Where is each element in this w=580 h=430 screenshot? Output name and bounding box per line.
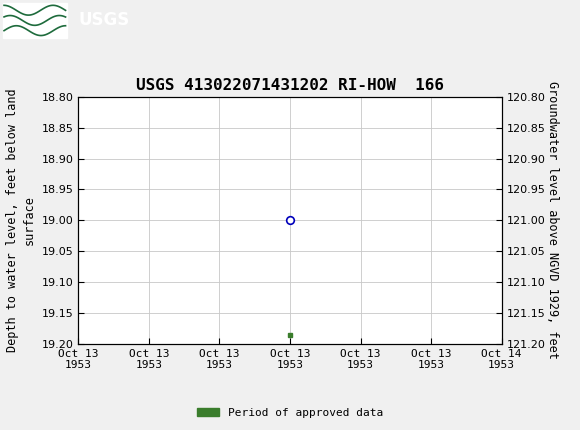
Legend: Period of approved data: Period of approved data: [193, 403, 387, 422]
Y-axis label: Groundwater level above NGVD 1929, feet: Groundwater level above NGVD 1929, feet: [546, 81, 559, 359]
Text: USGS: USGS: [78, 12, 129, 29]
FancyBboxPatch shape: [3, 3, 67, 37]
Y-axis label: Depth to water level, feet below land
surface: Depth to water level, feet below land su…: [6, 89, 36, 352]
Title: USGS 413022071431202 RI-HOW  166: USGS 413022071431202 RI-HOW 166: [136, 78, 444, 93]
